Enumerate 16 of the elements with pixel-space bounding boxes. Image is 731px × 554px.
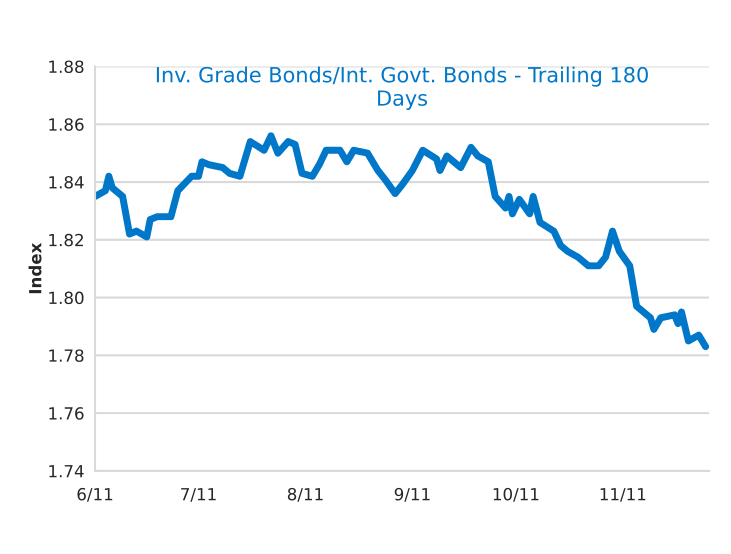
x-tick-label: 8/11 bbox=[288, 488, 323, 502]
y-axis-title: Index bbox=[28, 242, 42, 294]
y-tick-label: 1.74 bbox=[49, 465, 84, 478]
y-tick-label: 1.84 bbox=[49, 176, 84, 189]
y-tick-label: 1.80 bbox=[49, 292, 84, 304]
x-tick-label: 7/11 bbox=[181, 488, 216, 502]
x-tick-label: 6/11 bbox=[77, 488, 112, 502]
y-tick-label: 1.76 bbox=[49, 407, 84, 420]
y-tick-label: 1.86 bbox=[49, 118, 84, 131]
text: Inv. Grade Bonds/Int. Govt. Bonds - Trailing 180 Days bbox=[156, 66, 648, 110]
y-tick-label: 1.88 bbox=[49, 60, 84, 74]
x-tick-label: 9/11 bbox=[394, 488, 430, 502]
y-tick-label: 1.78 bbox=[49, 349, 84, 362]
y-tick-label: 1.82 bbox=[49, 234, 83, 246]
x-tick-label: 11/11 bbox=[600, 488, 646, 502]
x-tick-label: 10/11 bbox=[494, 488, 538, 502]
